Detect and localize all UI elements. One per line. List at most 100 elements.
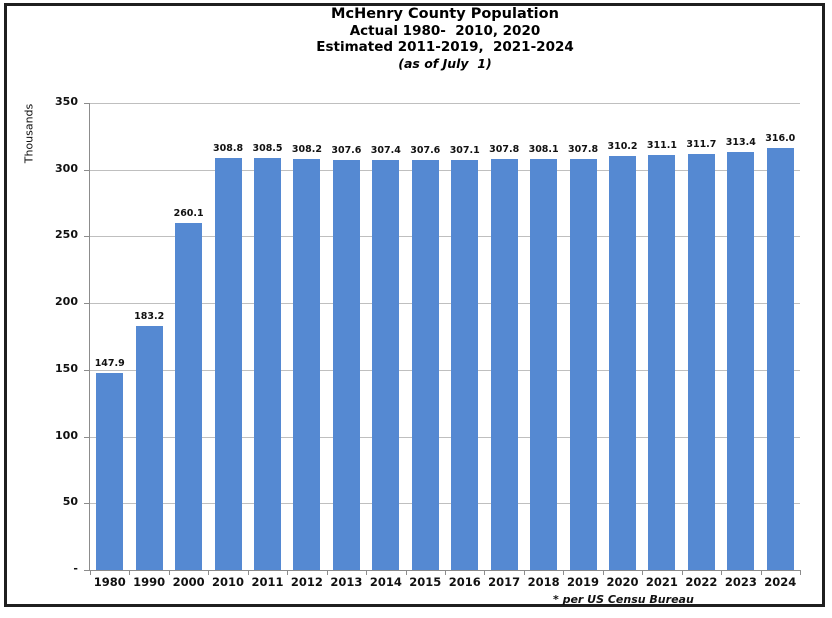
x-tick-label-1980: 1980: [93, 575, 126, 589]
x-tick-label-2019: 2019: [567, 575, 600, 589]
y-axis-title: Thousands: [22, 103, 36, 164]
y-tick-label--: -: [73, 562, 78, 575]
y-tick-label-300: 300: [55, 161, 78, 175]
x-tick-mark: [484, 571, 486, 575]
bar-value-label-2012: 308.2: [291, 143, 322, 155]
x-tick-mark: [800, 571, 801, 575]
gridline-200: [90, 303, 800, 305]
x-tick-label-2000: 2000: [172, 575, 205, 589]
x-tick-mark: [523, 571, 525, 575]
plot-area: [90, 103, 800, 570]
bar-2015: [411, 159, 439, 570]
bar-value-label-2000: 260.1: [173, 207, 204, 219]
y-tick-label-50: 50: [62, 495, 78, 509]
bar-2019: [569, 159, 597, 570]
x-tick-mark: [405, 571, 407, 575]
gridline-50: [90, 503, 800, 505]
y-tick-label-200: 200: [55, 295, 78, 309]
bar-value-label-2015: 307.6: [410, 144, 441, 156]
gridline-250: [90, 236, 800, 238]
x-tick-mark: [168, 571, 170, 575]
x-tick-mark: [563, 571, 565, 575]
bar-2010: [214, 157, 242, 570]
gridline-350: [90, 103, 800, 104]
bar-1990: [135, 325, 163, 570]
y-tick-label-250: 250: [55, 228, 78, 242]
x-tick-label-2011: 2011: [251, 575, 284, 589]
x-tick-label-2020: 2020: [606, 575, 639, 589]
source-footnote: * per US Censu Bureau: [553, 593, 694, 606]
y-axis-line: [89, 103, 90, 571]
x-tick-mark: [760, 571, 762, 575]
x-tick-label-2023: 2023: [724, 575, 757, 589]
chart-subtitle-asof: (as of July 1): [398, 56, 492, 71]
bar-2023: [727, 151, 755, 570]
bar-2024: [766, 148, 794, 570]
bar-value-label-1980: 147.9: [94, 357, 125, 369]
chart-subtitle-estimated: Estimated 2011-2019, 2021-2024: [316, 39, 574, 55]
bar-1980: [96, 372, 124, 570]
x-tick-mark: [90, 571, 91, 575]
bar-value-label-2020: 310.2: [607, 141, 638, 153]
bar-value-label-2014: 307.4: [370, 144, 401, 156]
bar-2022: [687, 154, 715, 570]
bar-2021: [648, 154, 676, 570]
bar-value-label-1990: 183.2: [134, 310, 165, 322]
bar-2018: [530, 158, 558, 570]
bar-value-label-2024: 316.0: [765, 133, 796, 145]
x-tick-mark: [445, 571, 446, 575]
bar-2013: [332, 159, 360, 570]
x-tick-mark: [721, 571, 723, 575]
chart-title-block: McHenry County Population Actual 1980- 2…: [90, 6, 800, 72]
x-tick-label-2017: 2017: [488, 575, 521, 589]
bar-2014: [372, 159, 400, 570]
bar-value-label-2022: 311.7: [686, 139, 717, 151]
gridline-300: [90, 169, 800, 171]
y-tick-mark: [84, 303, 89, 305]
x-tick-mark: [247, 571, 249, 575]
y-tick-mark: [84, 436, 89, 438]
bar-value-label-2021: 311.1: [646, 139, 677, 151]
x-tick-label-2013: 2013: [330, 575, 363, 589]
y-tick-mark: [84, 236, 89, 238]
bar-2012: [293, 158, 321, 570]
x-tick-label-2021: 2021: [645, 575, 678, 589]
x-tick-mark: [642, 571, 644, 575]
x-tick-mark: [129, 571, 131, 575]
x-tick-mark: [681, 571, 683, 575]
x-tick-mark: [287, 571, 289, 575]
bar-value-label-2010: 308.8: [213, 142, 244, 154]
x-tick-label-1990: 1990: [133, 575, 166, 589]
y-tick-label-100: 100: [55, 428, 78, 442]
y-tick-mark: [84, 369, 89, 371]
y-tick-label-350: 350: [55, 95, 78, 108]
y-tick-mark: [84, 503, 89, 505]
gridline-100: [90, 436, 800, 438]
y-tick-mark: [84, 103, 89, 104]
bar-value-label-2019: 307.8: [568, 144, 599, 156]
bar-2016: [451, 160, 479, 570]
bar-value-label-2017: 307.8: [489, 144, 520, 156]
bar-value-label-2016: 307.1: [449, 145, 480, 157]
bar-2011: [254, 158, 281, 570]
chart-title: McHenry County Population: [331, 6, 559, 22]
x-tick-mark: [326, 571, 328, 575]
x-tick-label-2010: 2010: [212, 575, 245, 589]
gridline-150: [90, 369, 800, 371]
bar-value-label-2023: 313.4: [725, 136, 756, 148]
x-tick-label-2014: 2014: [369, 575, 402, 589]
x-tick-label-2024: 2024: [764, 575, 797, 589]
x-tick-mark: [366, 571, 368, 575]
x-tick-label-2015: 2015: [409, 575, 442, 589]
x-axis-line: [84, 570, 801, 571]
bar-value-label-2011: 308.5: [252, 143, 283, 155]
y-tick-mark: [84, 570, 89, 571]
y-tick-label-150: 150: [55, 361, 78, 375]
bar-2000: [175, 222, 203, 570]
bar-value-label-2018: 308.1: [528, 143, 559, 155]
x-tick-label-2018: 2018: [527, 575, 560, 589]
bar-2017: [490, 159, 518, 570]
bar-value-label-2013: 307.6: [331, 144, 362, 156]
x-tick-label-2022: 2022: [685, 575, 718, 589]
